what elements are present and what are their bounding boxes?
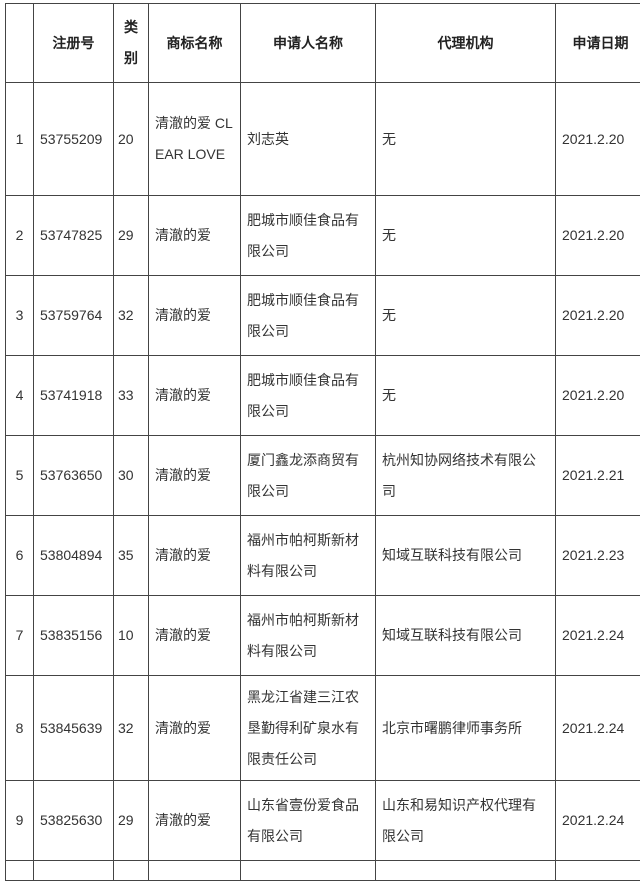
cell-reg: 53741918 — [34, 356, 114, 436]
cell-cls: 20 — [114, 83, 149, 196]
cell-no: 7 — [6, 596, 34, 676]
header-class: 类别 — [114, 4, 149, 83]
cell-cls: 30 — [114, 436, 149, 516]
cell-applicant: 山东省壹份爱食品有限公司 — [241, 781, 376, 861]
cell-applicant: 福州市帕柯斯新材料有限公司 — [241, 596, 376, 676]
cell-no: 5 — [6, 436, 34, 516]
cell-cls: 29 — [114, 196, 149, 276]
cell-agent: 知域互联科技有限公司 — [376, 516, 556, 596]
header-applicant: 申请人名称 — [241, 4, 376, 83]
cell-applicant: 刘志英 — [241, 83, 376, 196]
cell-reg: 53747825 — [34, 196, 114, 276]
cell-reg: 53755209 — [34, 83, 114, 196]
cell-date: 2021.2.24 — [556, 596, 640, 676]
cell-agent: 无 — [376, 276, 556, 356]
cell-applicant: 肥城市顺佳食品有限公司 — [241, 196, 376, 276]
cell-agent: 北京市曙鹏律师事务所 — [376, 676, 556, 781]
cell-mark: 清澈的爱 — [149, 276, 241, 356]
cell-applicant: 黑龙江省建三江农垦勤得利矿泉水有限责任公司 — [241, 676, 376, 781]
cell-reg: 53804894 — [34, 516, 114, 596]
cell-date: 2021.2.20 — [556, 356, 640, 436]
cell-agent: 知域互联科技有限公司 — [376, 596, 556, 676]
cell-mark: 清澈的爱 — [149, 596, 241, 676]
header-agent: 代理机构 — [376, 4, 556, 83]
cell-agent: 无 — [376, 83, 556, 196]
cell-reg: 53763650 — [34, 436, 114, 516]
header-row: 注册号类别商标名称申请人名称代理机构申请日期 — [6, 4, 640, 83]
cell-no: 8 — [6, 676, 34, 781]
cell-mark: 清澈的爱 CLEAR LOVE — [149, 83, 241, 196]
cell-cls: 35 — [114, 516, 149, 596]
cell-cls: 29 — [114, 781, 149, 861]
cell-empty — [6, 861, 34, 881]
cell-empty — [149, 861, 241, 881]
cell-empty — [34, 861, 114, 881]
cell-empty — [241, 861, 376, 881]
cell-date: 2021.2.20 — [556, 83, 640, 196]
cell-mark: 清澈的爱 — [149, 436, 241, 516]
cell-empty — [114, 861, 149, 881]
cell-reg: 53759764 — [34, 276, 114, 356]
cell-mark: 清澈的爱 — [149, 196, 241, 276]
cell-cls: 10 — [114, 596, 149, 676]
table-row-partial — [6, 861, 640, 881]
cell-agent: 无 — [376, 196, 556, 276]
cell-mark: 清澈的爱 — [149, 516, 241, 596]
cell-agent: 无 — [376, 356, 556, 436]
header-reg-no: 注册号 — [34, 4, 114, 83]
cell-no: 3 — [6, 276, 34, 356]
cell-mark: 清澈的爱 — [149, 676, 241, 781]
cell-date: 2021.2.20 — [556, 276, 640, 356]
cell-applicant: 肥城市顺佳食品有限公司 — [241, 356, 376, 436]
cell-mark: 清澈的爱 — [149, 781, 241, 861]
cell-applicant: 厦门鑫龙添商贸有限公司 — [241, 436, 376, 516]
cell-reg: 53845639 — [34, 676, 114, 781]
cell-no: 2 — [6, 196, 34, 276]
cell-no: 1 — [6, 83, 34, 196]
header-mark-name: 商标名称 — [149, 4, 241, 83]
cell-cls: 32 — [114, 676, 149, 781]
cell-reg: 53835156 — [34, 596, 114, 676]
cell-no: 6 — [6, 516, 34, 596]
cell-no: 4 — [6, 356, 34, 436]
cell-cls: 32 — [114, 276, 149, 356]
cell-empty — [556, 861, 640, 881]
cell-applicant: 福州市帕柯斯新材料有限公司 — [241, 516, 376, 596]
cell-cls: 33 — [114, 356, 149, 436]
cell-agent: 杭州知协网络技术有限公司 — [376, 436, 556, 516]
cell-date: 2021.2.21 — [556, 436, 640, 516]
cell-date: 2021.2.24 — [556, 781, 640, 861]
cell-date: 2021.2.23 — [556, 516, 640, 596]
cell-reg: 53825630 — [34, 781, 114, 861]
cell-date: 2021.2.24 — [556, 676, 640, 781]
cell-agent: 山东和易知识产权代理有限公司 — [376, 781, 556, 861]
cell-date: 2021.2.20 — [556, 196, 640, 276]
cell-empty — [376, 861, 556, 881]
cell-mark: 清澈的爱 — [149, 356, 241, 436]
header-date: 申请日期 — [556, 4, 640, 83]
cell-applicant: 肥城市顺佳食品有限公司 — [241, 276, 376, 356]
header-index — [6, 4, 34, 83]
cell-no: 9 — [6, 781, 34, 861]
